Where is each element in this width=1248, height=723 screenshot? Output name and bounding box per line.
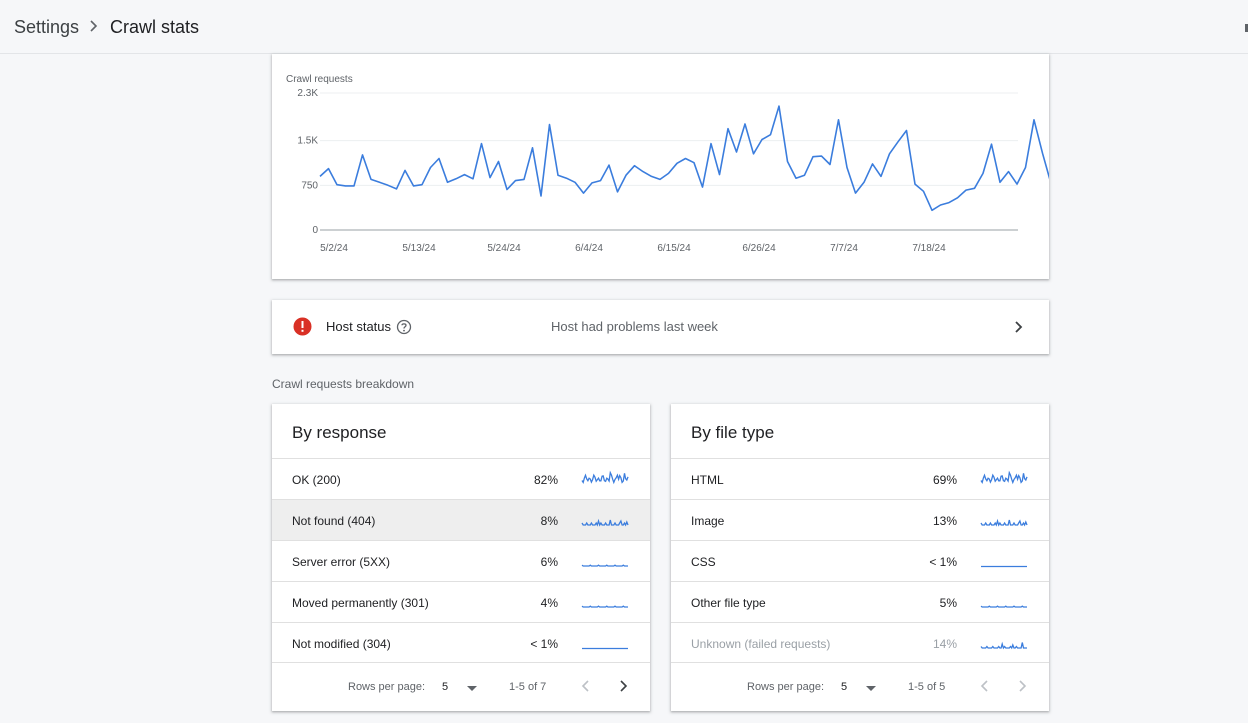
row-percent: < 1% xyxy=(530,637,558,651)
y-tick-label: 2.3K xyxy=(297,88,318,99)
y-tick-label: 750 xyxy=(301,180,318,191)
chevron-right-icon[interactable] xyxy=(1012,319,1026,335)
row-percent: 82% xyxy=(533,473,558,487)
y-tick-label: 0 xyxy=(312,225,318,236)
y-tick-label: 1.5K xyxy=(297,136,318,147)
sparkline-path xyxy=(581,564,628,567)
row-percent: 4% xyxy=(540,596,558,610)
rows-per-page-label: Rows per page: xyxy=(348,681,426,693)
sparkline xyxy=(980,641,1027,650)
table-row[interactable]: Unknown (failed requests) 14% xyxy=(671,622,1049,663)
sparkline-path xyxy=(980,605,1027,608)
sparkline xyxy=(582,647,628,650)
sparkline xyxy=(980,605,1027,608)
page-range: 1-5 of 5 xyxy=(908,681,946,693)
table-row[interactable]: Not modified (304) < 1% xyxy=(272,622,650,663)
error-icon xyxy=(293,317,312,336)
row-percent: 69% xyxy=(932,473,957,487)
row-percent: 5% xyxy=(939,596,957,610)
rows-per-page-select[interactable]: 5 xyxy=(442,681,449,693)
sparkline-path xyxy=(980,518,1028,527)
chevron-left-icon[interactable] xyxy=(979,679,991,693)
sparkline xyxy=(581,605,628,608)
x-tick-label: 7/7/24 xyxy=(830,243,858,254)
overflow-edge xyxy=(1245,24,1248,32)
table-row[interactable]: Image 13% xyxy=(671,499,1049,540)
x-tick-label: 5/2/24 xyxy=(320,243,348,254)
arrow-drop-down-icon[interactable] xyxy=(467,686,477,691)
breadcrumb-settings[interactable]: Settings xyxy=(14,17,80,37)
by-file-type-title: By file type xyxy=(691,423,775,442)
sparkline-path xyxy=(581,605,628,608)
row-label: Not found (404) xyxy=(292,514,376,528)
crawl-requests-chart: Crawl requests 2.3K 1.5K 750 0 5/2/24 5/13/2… xyxy=(286,74,1049,254)
breakdown-section-label: Crawl requests breakdown xyxy=(272,377,415,391)
sparkline-path xyxy=(581,470,629,485)
host-status-row[interactable]: Host status Host had problems last week xyxy=(272,300,1049,354)
x-tick-label: 6/26/24 xyxy=(742,243,776,254)
row-label: OK (200) xyxy=(292,473,341,487)
table-row[interactable]: HTML 69% xyxy=(671,458,1049,499)
sparkline-path xyxy=(581,518,629,527)
chevron-right-icon[interactable] xyxy=(1016,679,1028,693)
sparkline xyxy=(980,470,1028,485)
sparkline xyxy=(581,518,629,527)
sparkline xyxy=(581,564,628,567)
row-label: HTML xyxy=(691,473,724,487)
x-tick-label: 7/18/24 xyxy=(912,243,946,254)
by-response-title: By response xyxy=(292,423,387,442)
top-bar: Settings Crawl stats xyxy=(0,0,1248,54)
row-label: CSS xyxy=(691,555,716,569)
sparkline-path xyxy=(980,470,1028,485)
row-label: Moved permanently (301) xyxy=(292,596,429,610)
row-percent: 14% xyxy=(932,637,957,651)
chart-title: Crawl requests xyxy=(286,74,353,85)
x-tick-label: 5/24/24 xyxy=(487,243,521,254)
sparkline-path xyxy=(980,641,1027,650)
sparkline xyxy=(981,565,1027,568)
row-label: Server error (5XX) xyxy=(292,555,391,569)
page-title: Crawl stats xyxy=(110,17,200,37)
row-label: Image xyxy=(691,514,725,528)
table-row[interactable]: CSS < 1% xyxy=(671,540,1049,581)
row-label: Not modified (304) xyxy=(292,637,391,651)
help-outline-icon[interactable] xyxy=(396,319,412,335)
chevron-right-icon[interactable] xyxy=(617,679,629,693)
by-file-type-card: By file type HTML 69% Image 13% CSS < 1%… xyxy=(671,404,1049,711)
chevron-left-icon[interactable] xyxy=(580,679,592,693)
row-percent: 13% xyxy=(932,514,957,528)
row-label: Other file type xyxy=(691,596,766,610)
table-row[interactable]: Moved permanently (301) 4% xyxy=(272,581,650,622)
page-range: 1-5 of 7 xyxy=(509,681,547,693)
table-row[interactable]: OK (200) 82% xyxy=(272,458,650,499)
x-tick-label: 6/15/24 xyxy=(657,243,691,254)
arrow-drop-down-icon[interactable] xyxy=(866,686,876,691)
row-percent: < 1% xyxy=(929,555,957,569)
row-percent: 8% xyxy=(540,514,558,528)
by-response-card: By response OK (200) 82% Not found (404)… xyxy=(272,404,650,711)
sparkline xyxy=(980,518,1028,527)
row-percent: 6% xyxy=(540,555,558,569)
rows-per-page-label: Rows per page: xyxy=(747,681,825,693)
crawl-requests-chart-card: Crawl requests 2.3K 1.5K 750 0 5/2/24 5/13/2… xyxy=(272,54,1049,279)
table-pager: Rows per page: 5 1-5 of 5 xyxy=(671,662,1049,711)
table-pager: Rows per page: 5 1-5 of 7 xyxy=(272,662,650,711)
sparkline xyxy=(581,470,629,485)
host-status-message: Host had problems last week xyxy=(551,319,718,334)
table-row[interactable]: Not found (404) 8% xyxy=(272,499,650,540)
table-row[interactable]: Server error (5XX) 6% xyxy=(272,540,650,581)
crawl-requests-series-line xyxy=(319,105,1049,212)
x-tick-label: 6/4/24 xyxy=(575,243,603,254)
chevron-right-icon xyxy=(90,20,98,32)
table-row[interactable]: Other file type 5% xyxy=(671,581,1049,622)
x-tick-label: 5/13/24 xyxy=(402,243,436,254)
row-label: Unknown (failed requests) xyxy=(691,637,831,651)
rows-per-page-select[interactable]: 5 xyxy=(841,681,848,693)
host-status-label: Host status xyxy=(326,319,392,334)
